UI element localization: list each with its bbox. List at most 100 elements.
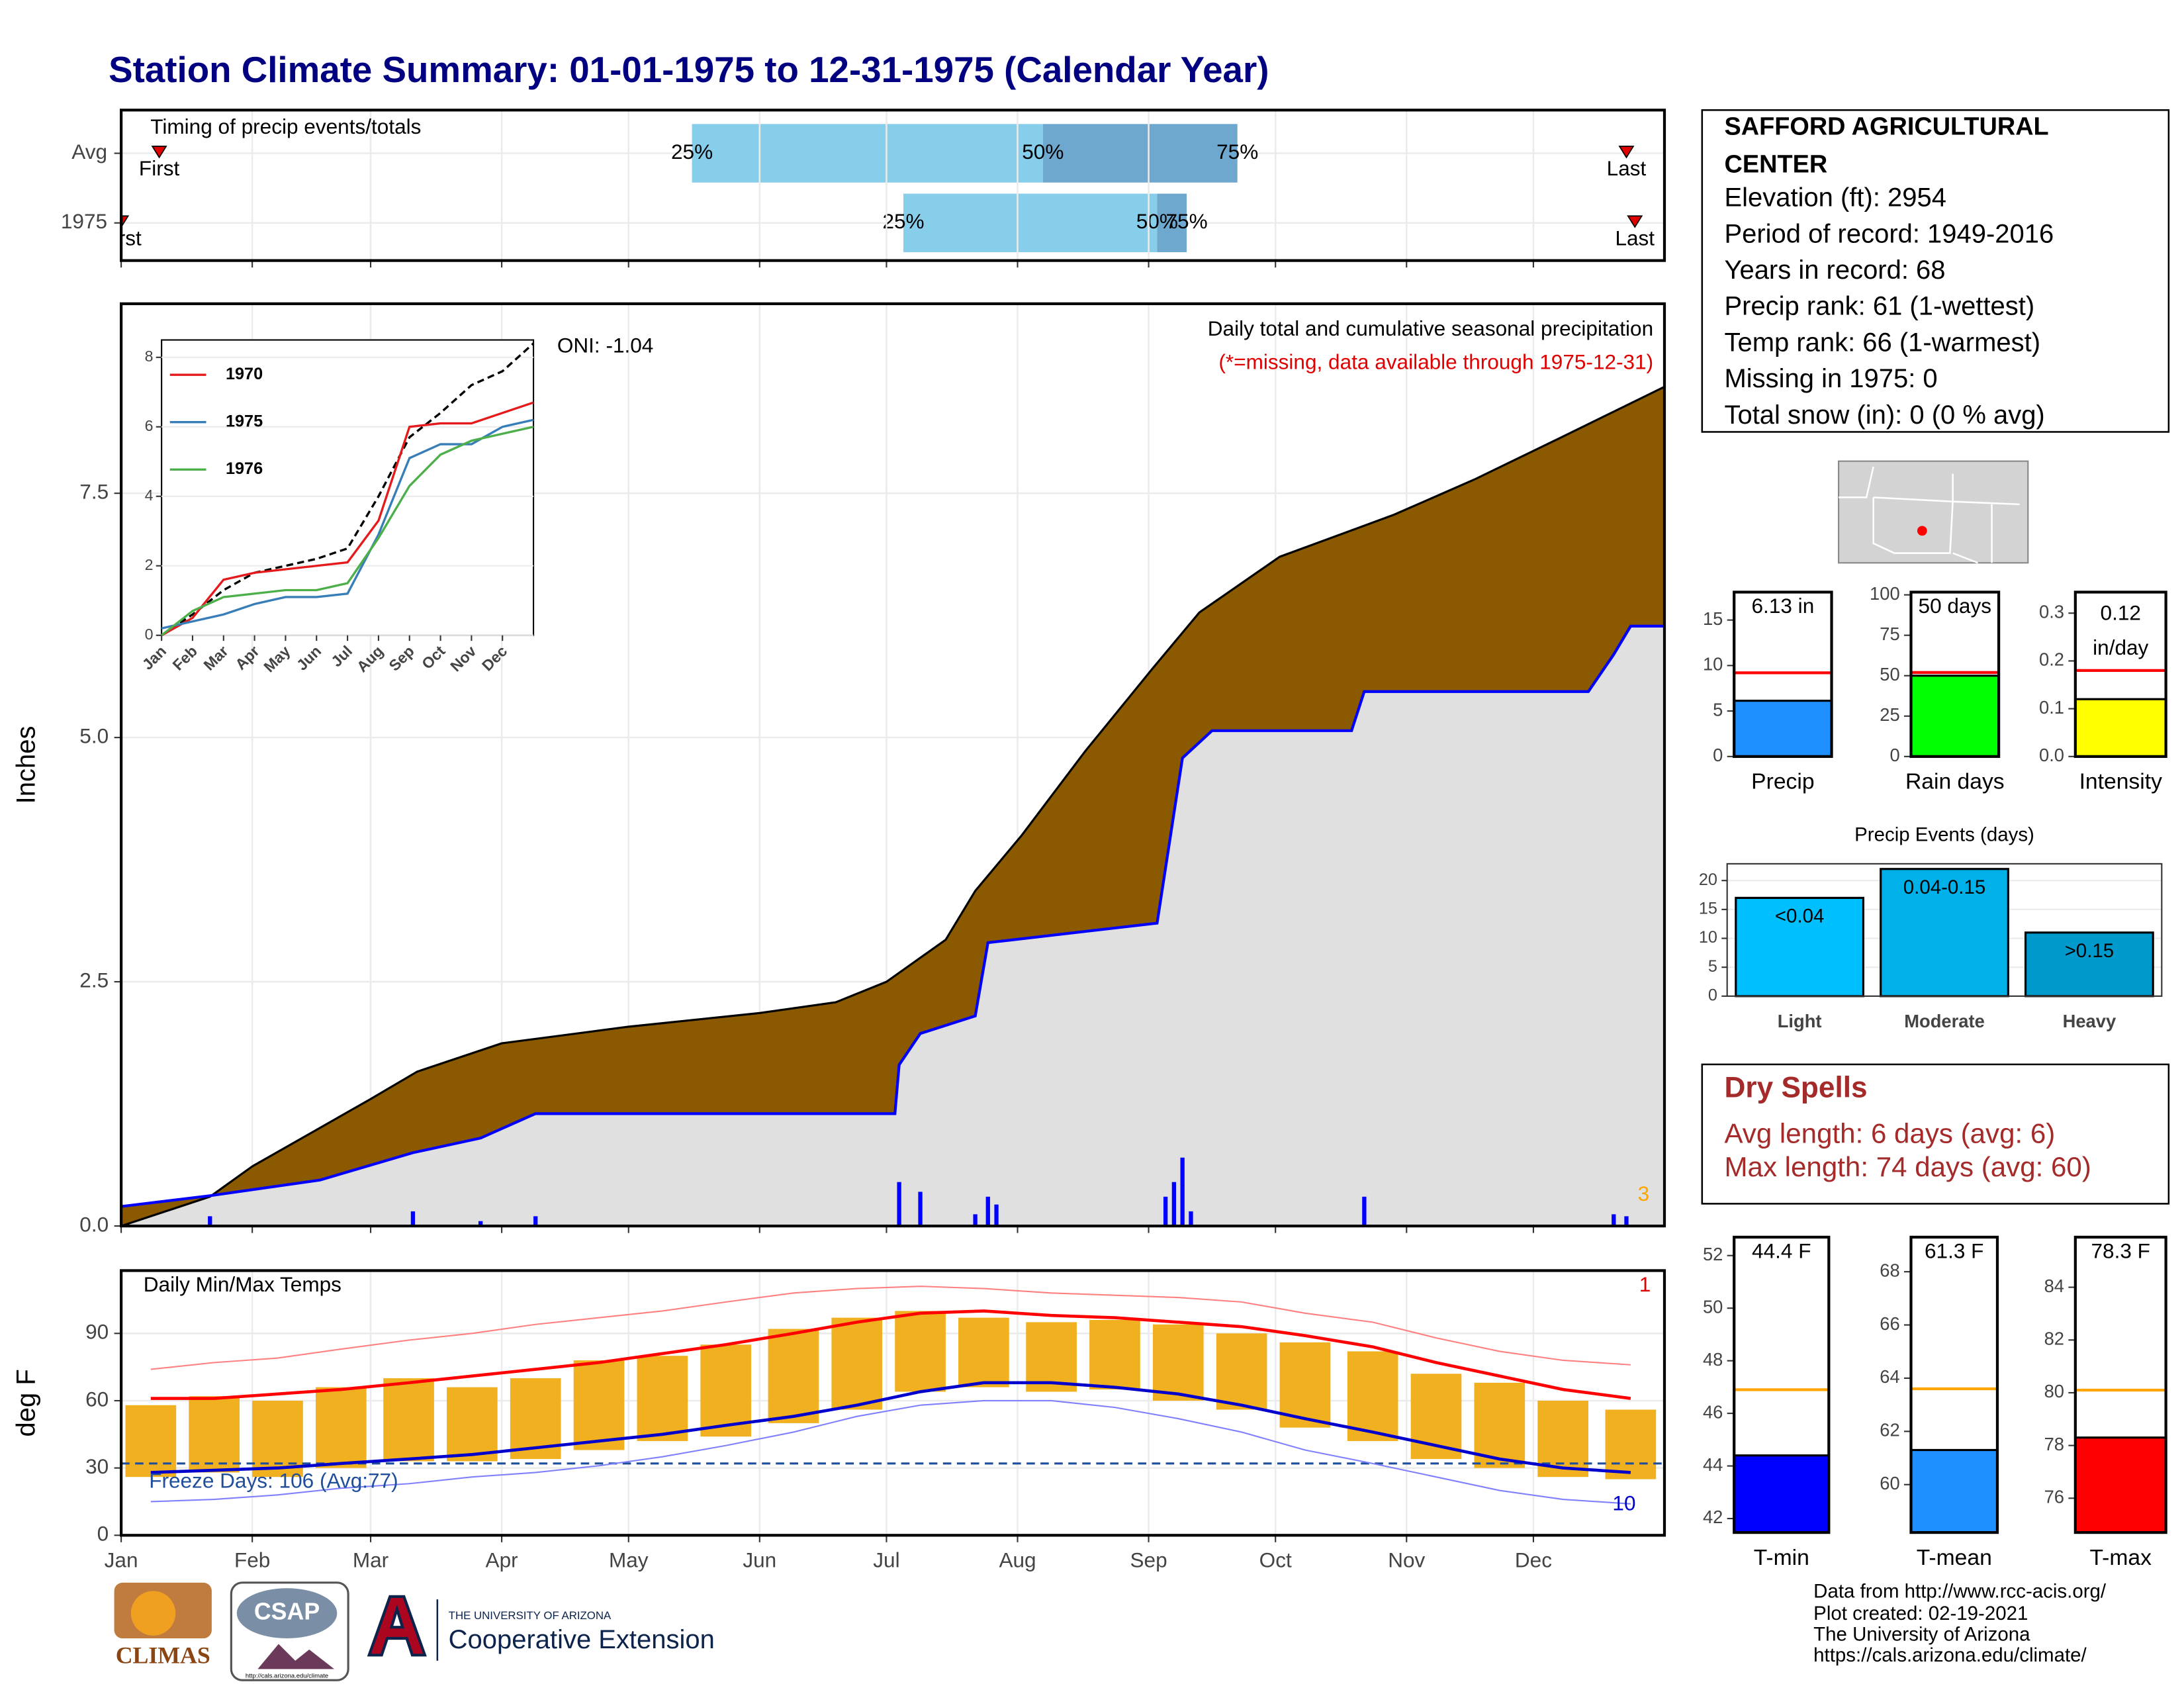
quartile-bar xyxy=(692,124,1043,183)
bar xyxy=(1880,868,2009,998)
temp-bar xyxy=(637,1356,688,1441)
y-tick-label: 0.0 xyxy=(79,1212,109,1236)
station-name: CENTER xyxy=(1724,150,1827,178)
gauge-bar xyxy=(1909,675,2000,758)
x-tick-label: Feb xyxy=(234,1548,270,1572)
ua-emblem xyxy=(367,1595,427,1657)
temp-bar xyxy=(1216,1333,1267,1410)
series-line xyxy=(161,401,534,637)
x-tick-label: Sep xyxy=(1130,1548,1167,1572)
temp-bar xyxy=(700,1344,752,1437)
y-tick-label: 10 xyxy=(1699,928,1717,947)
legend-label: 1976 xyxy=(226,459,263,478)
temp-bar xyxy=(1347,1351,1398,1441)
daily-bar xyxy=(985,1196,990,1227)
station-line: Missing in 1975: 0 xyxy=(1724,364,1937,393)
y-tick-label: 90 xyxy=(85,1320,109,1344)
quartile-label: 75% xyxy=(1216,140,1258,164)
plot-layer xyxy=(121,1270,1664,1536)
y-tick-label: 6 xyxy=(145,417,154,434)
x-tick-label: Heavy xyxy=(2063,1011,2116,1031)
temp-bar xyxy=(958,1317,1009,1387)
station-name: SAFFORD AGRICULTURAL xyxy=(1724,113,2048,141)
temp-bar xyxy=(447,1387,498,1462)
row-label: 1975 xyxy=(61,209,107,233)
gauge-label: Rain days xyxy=(1905,770,2005,794)
y-tick-label: 60 xyxy=(1880,1473,1899,1493)
y-tick-label: 52 xyxy=(1703,1244,1723,1264)
location-map xyxy=(1838,460,2029,564)
y-tick-label: 10 xyxy=(1703,654,1723,675)
missing-note: (*=missing, data available through 1975-… xyxy=(1218,350,1653,374)
legend-label: 1975 xyxy=(226,412,263,430)
daily-bar xyxy=(1171,1182,1177,1227)
x-tick-label: Aug xyxy=(999,1548,1036,1572)
y-tick-label: 4 xyxy=(145,487,154,504)
event-label: First xyxy=(139,156,180,180)
csap-mountains xyxy=(257,1644,335,1669)
dry-spell-line: Avg length: 6 days (avg: 6) xyxy=(1724,1117,2055,1149)
panel-frame xyxy=(119,109,1666,262)
y-tick-label: 5.0 xyxy=(79,724,109,747)
gauge-label: T-max xyxy=(2089,1546,2152,1570)
event-label: Last xyxy=(1607,156,1647,180)
y-tick-label: 2.5 xyxy=(79,968,109,992)
value-label: 61.3 F xyxy=(1925,1239,1983,1262)
y-tick-label: 20 xyxy=(1699,870,1717,889)
y-tick-label: 2 xyxy=(145,556,154,573)
gauge-bar xyxy=(2074,698,2167,758)
gauge-frame xyxy=(1909,1235,1999,1534)
y-tick-label: 42 xyxy=(1703,1507,1723,1527)
quartile-label: 50% xyxy=(1136,209,1178,233)
event-marker xyxy=(121,215,130,228)
footer-line: Plot created: 02-19-2021 xyxy=(1813,1603,2028,1624)
x-tick-label: Light xyxy=(1778,1011,1822,1031)
quartile-label: 25% xyxy=(882,209,924,233)
station-dot xyxy=(1917,526,1927,536)
y-tick-label: 30 xyxy=(85,1454,109,1478)
oni-label: ONI: -1.04 xyxy=(557,333,654,357)
y-tick-label: 50 xyxy=(1880,664,1899,684)
gauge-label: T-min xyxy=(1754,1546,1809,1570)
y-tick-label: 50 xyxy=(1703,1296,1723,1317)
temp-bar xyxy=(383,1378,434,1462)
y-tick-label: 66 xyxy=(1880,1313,1899,1334)
unit-label: in/day xyxy=(2093,635,2148,659)
temp-bar xyxy=(1474,1382,1525,1468)
x-tick-label: Jun xyxy=(743,1548,776,1572)
gauge-bar xyxy=(1909,1448,1999,1534)
y-tick-label: 0 xyxy=(1889,745,1899,765)
daily-bar xyxy=(973,1214,978,1227)
value-label: 0.04-0.15 xyxy=(1903,876,1985,898)
gauge-bar xyxy=(1733,1454,1830,1534)
daily-bar xyxy=(994,1204,999,1227)
station-line: Period of record: 1949-2016 xyxy=(1724,219,2054,248)
gauge-frame xyxy=(2073,1235,2167,1534)
y-tick-label: 64 xyxy=(1880,1366,1899,1387)
temp-bar xyxy=(573,1360,625,1450)
x-tick-label: Dec xyxy=(1515,1548,1552,1572)
csap-logo-text: CSAP xyxy=(254,1599,320,1625)
quartile-bar xyxy=(1157,193,1187,252)
panel-title: Timing of precip events/totals xyxy=(150,115,421,138)
climas-sun xyxy=(130,1591,176,1636)
y-tick-label: 46 xyxy=(1703,1401,1723,1422)
daily-bar xyxy=(208,1216,212,1227)
surplus-area xyxy=(121,387,1664,1227)
y-tick-label: 100 xyxy=(1870,583,1900,604)
y-tick-label: 0.2 xyxy=(2039,649,2064,670)
y-tick-label: 5 xyxy=(1708,957,1717,976)
daily-bar xyxy=(897,1182,901,1227)
y-tick-label: 0.1 xyxy=(2039,697,2064,718)
x-tick-label: Jan xyxy=(105,1548,138,1572)
temp-bar xyxy=(1152,1324,1204,1401)
footer-line: Data from http://www.rcc-acis.org/ xyxy=(1813,1580,2107,1602)
y-tick-label: 78 xyxy=(2044,1434,2064,1454)
freeze-label: Freeze Days: 106 (Avg:77) xyxy=(149,1469,398,1493)
climas-logo-text: CLIMAS xyxy=(116,1642,210,1669)
bar xyxy=(1735,896,1865,998)
event-marker xyxy=(1618,146,1635,159)
y-tick-label: 0 xyxy=(1713,745,1723,765)
value-label: 44.4 F xyxy=(1752,1239,1811,1262)
inset-panel xyxy=(161,339,535,636)
